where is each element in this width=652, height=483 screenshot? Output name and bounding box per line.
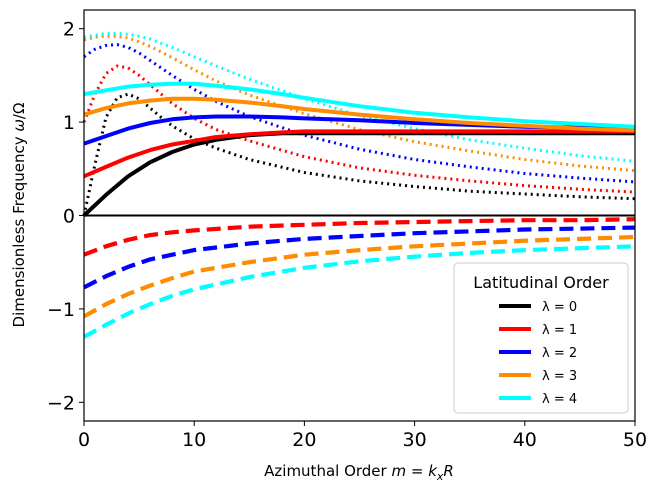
y-tick-label: −2 xyxy=(47,392,75,414)
series-lambda-3-dotted xyxy=(83,34,636,173)
series-lambda-4-solid xyxy=(83,81,636,129)
series-lambda-2-dotted xyxy=(83,43,636,184)
legend-entry-label: λ = 1 xyxy=(542,323,577,338)
y-tick-label: 0 xyxy=(63,206,75,228)
legend-entry-label: λ = 3 xyxy=(542,369,577,384)
x-tick-label: 40 xyxy=(513,429,537,451)
legend-entry-label: λ = 4 xyxy=(542,392,577,407)
legend-entry-label: λ = 2 xyxy=(542,346,577,361)
legend-title: Latitudinal Order xyxy=(473,273,609,292)
legend-items: λ = 0 λ = 1 λ = 2 λ = 3 λ = 4 xyxy=(499,300,577,407)
series-lambda-3-solid xyxy=(83,96,636,133)
series-layer xyxy=(82,31,636,339)
series-lambda-1-dashed xyxy=(83,217,636,257)
x-tick-label: 20 xyxy=(292,429,316,451)
y-axis-title: Dimensionless Frequency ω/Ω xyxy=(10,103,28,328)
x-axis-title: Azimuthal Order m = kxR xyxy=(264,462,454,483)
series-lambda-2-dashed xyxy=(83,225,636,290)
legend: Latitudinal Order λ = 0λ = 1λ = 2λ = 3λ … xyxy=(453,262,629,414)
y-tick-label: 1 xyxy=(63,112,75,134)
x-tick-label: 10 xyxy=(182,429,206,451)
x-tick-label: 30 xyxy=(403,429,427,451)
series-lambda-4-dotted xyxy=(83,31,636,163)
series-lambda-1-solid xyxy=(83,129,635,179)
series-lambda-4-dashed xyxy=(82,244,636,339)
x-tick-label: 0 xyxy=(78,429,90,451)
legend-entry-label: λ = 0 xyxy=(542,300,577,315)
tick-layer: 0 10 20 30 40 50 −2 −1 0 1 2 xyxy=(47,19,647,451)
x-tick-label: 50 xyxy=(623,429,647,451)
y-tick-label: 2 xyxy=(63,19,75,41)
series-lambda-3-dashed xyxy=(82,234,636,319)
legend-box xyxy=(453,262,629,414)
y-tick-label: −1 xyxy=(47,299,75,321)
